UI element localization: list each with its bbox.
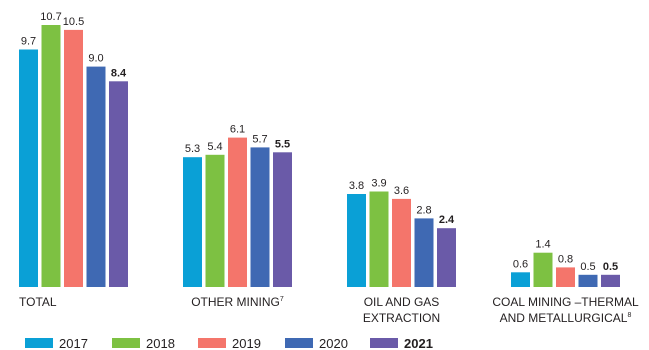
legend-label-2017: 2017 bbox=[59, 336, 88, 350]
bar-2021-cat3 bbox=[601, 274, 620, 287]
value-labels-layer: 9.7 10.7 10.5 9.0 8.4 5.3 5.4 6.1 5.7 5.5 3.8 3.9 3.… bbox=[21, 11, 618, 273]
bar-2017-cat2 bbox=[347, 194, 366, 287]
category-label-3-line0: COAL MINING –THERMAL bbox=[492, 295, 639, 309]
value-label-2017-cat1: 5.3 bbox=[185, 143, 200, 155]
bar-2020-cat1 bbox=[250, 147, 270, 287]
category-text: COAL MINING –THERMAL bbox=[492, 295, 639, 309]
value-label-2018-cat0: 10.7 bbox=[40, 11, 61, 23]
category-text: OIL AND GAS bbox=[364, 295, 440, 309]
value-label-2021-cat3: 0.5 bbox=[603, 261, 618, 273]
value-label-2018-cat2: 3.9 bbox=[371, 178, 386, 190]
bar-2018-cat2 bbox=[369, 191, 389, 287]
bar-2019-cat1 bbox=[228, 137, 247, 287]
value-label-2020-cat0: 9.0 bbox=[88, 53, 103, 65]
bar-2020-cat0 bbox=[86, 66, 106, 287]
value-label-2019-cat0: 10.5 bbox=[63, 16, 84, 28]
bar-2019-cat0 bbox=[64, 29, 83, 288]
legend-swatch-2020 bbox=[285, 338, 313, 348]
legend-label-2020: 2020 bbox=[319, 336, 348, 350]
category-text: EXTRACTION bbox=[363, 311, 440, 325]
value-label-2020-cat3: 0.5 bbox=[580, 261, 595, 273]
bar-2018-cat0 bbox=[41, 25, 61, 287]
bar-2020-cat3 bbox=[578, 274, 598, 287]
bar-2017-cat3 bbox=[511, 272, 530, 287]
value-label-2017-cat3: 0.6 bbox=[513, 258, 528, 270]
footnote-marker: 7 bbox=[280, 296, 284, 303]
legend-label-2021: 2021 bbox=[404, 336, 433, 350]
value-label-2018-cat3: 1.4 bbox=[535, 239, 550, 251]
legend-swatch-2018 bbox=[112, 338, 140, 348]
value-label-2018-cat1: 5.4 bbox=[207, 141, 222, 153]
category-text: OTHER MINING bbox=[191, 295, 280, 309]
value-label-2017-cat0: 9.7 bbox=[21, 36, 36, 48]
bar-2017-cat0 bbox=[19, 49, 38, 287]
category-label-3-line1: AND METALLURGICAL8 bbox=[500, 311, 632, 325]
value-label-2019-cat1: 6.1 bbox=[230, 124, 245, 136]
value-label-2021-cat0: 8.4 bbox=[111, 67, 127, 79]
legend-swatch-2021 bbox=[370, 338, 398, 348]
value-label-2020-cat1: 5.7 bbox=[252, 133, 267, 145]
legend-swatch-2019 bbox=[198, 338, 226, 348]
category-label-0-line0: TOTAL bbox=[19, 295, 57, 309]
bar-2018-cat1 bbox=[205, 154, 225, 287]
category-text: AND METALLURGICAL bbox=[500, 311, 628, 325]
bar-2019-cat3 bbox=[556, 267, 575, 287]
bars-layer bbox=[19, 25, 620, 288]
bar-2018-cat3 bbox=[533, 252, 553, 287]
legend-swatch-2017 bbox=[25, 338, 53, 348]
bar-2021-cat1 bbox=[273, 152, 292, 287]
value-label-2019-cat3: 0.8 bbox=[558, 253, 573, 265]
bar-2019-cat2 bbox=[392, 198, 411, 287]
legend: 2017 2018 2019 2020 2021 bbox=[25, 336, 433, 350]
value-label-2019-cat2: 3.6 bbox=[394, 185, 409, 197]
value-label-2021-cat2: 2.4 bbox=[439, 214, 455, 226]
value-label-2017-cat2: 3.8 bbox=[349, 180, 364, 192]
legend-label-2019: 2019 bbox=[232, 336, 261, 350]
category-label-2-line1: EXTRACTION bbox=[363, 311, 440, 325]
legend-label-2018: 2018 bbox=[146, 336, 175, 350]
bar-2020-cat2 bbox=[414, 218, 434, 287]
bar-2021-cat2 bbox=[437, 228, 456, 287]
value-label-2020-cat2: 2.8 bbox=[416, 204, 431, 216]
category-label-2-line0: OIL AND GAS bbox=[364, 295, 440, 309]
value-label-2021-cat1: 5.5 bbox=[275, 138, 290, 150]
bar-2017-cat1 bbox=[183, 157, 202, 287]
bar-2021-cat0 bbox=[109, 81, 128, 287]
category-label-1-line0: OTHER MINING7 bbox=[191, 295, 284, 309]
category-text: TOTAL bbox=[19, 295, 57, 309]
footnote-marker: 8 bbox=[627, 312, 631, 319]
category-labels-layer: TOTAL OTHER MINING7 OIL AND GAS EXTRACTION C… bbox=[19, 295, 639, 325]
